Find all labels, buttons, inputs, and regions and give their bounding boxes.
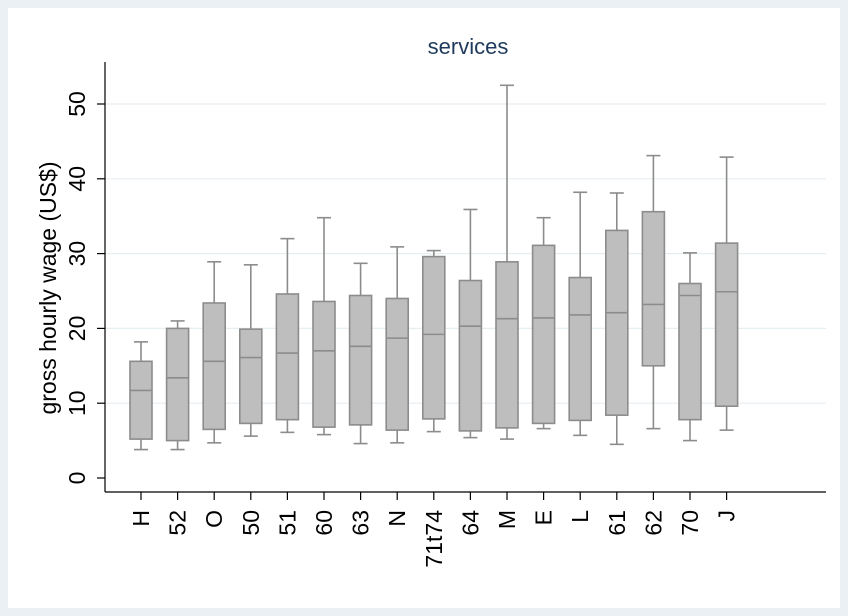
box-61 [604,192,629,446]
box-body-H [129,360,153,440]
box-body-M [495,261,519,429]
box-63 [348,262,373,445]
box-N [385,246,410,444]
x-tick-label-62: 62 [640,510,666,536]
box-H [129,341,153,451]
x-tick-label-J: J [714,510,740,522]
box-64 [458,208,483,439]
x-tick-label-64: 64 [457,510,483,536]
box-51 [275,237,300,434]
box-50 [239,264,263,437]
box-60 [312,216,336,436]
x-tick-label-71t74: 71t74 [421,510,447,568]
box-body-E [531,244,556,425]
box-body-63 [348,294,373,426]
box-body-52 [165,327,190,442]
box-70 [678,252,702,442]
box-body-70 [678,282,702,421]
x-tick-label-70: 70 [677,510,703,536]
x-tick-label-E: E [531,510,557,525]
box-M [495,84,519,440]
y-axis-label: gross hourly wage (US$) [35,161,61,414]
box-E [531,216,556,430]
box-body-50 [239,328,263,425]
box-52 [165,320,190,451]
x-tick-label-H: H [128,510,154,527]
box-body-51 [275,293,300,421]
axes: 0 10 20 30 40 50 [64,62,826,493]
x-tick-label-61: 61 [604,510,630,536]
x-tick-labels: H 52 O 50 51 60 63 N 71t74 64 M E L 61 62 70 J [128,492,740,568]
box-body-61 [604,229,629,416]
box-L [568,191,593,437]
x-tick-label-63: 63 [348,510,374,536]
box-body-60 [312,300,336,428]
x-tick-label-51: 51 [274,510,300,536]
box-body-64 [458,279,483,432]
x-tick-label-L: L [567,510,593,523]
x-tick-label-60: 60 [311,510,337,536]
box-body-O [202,302,226,431]
box-body-N [385,297,410,431]
chart-title: services [428,34,509,59]
box-body-71t74 [421,255,446,420]
x-tick-label-M: M [494,510,520,529]
x-tick-label-O: O [201,510,227,528]
box-62 [641,154,666,430]
box-O [202,261,226,444]
y-tick-label-20: 20 [64,316,90,342]
x-tick-label-N: N [384,510,410,527]
x-tick-label-50: 50 [238,510,264,536]
y-tick-label-10: 10 [64,390,90,416]
box-body-L [568,276,593,422]
y-tick-label-0: 0 [64,472,90,485]
y-tick-label-40: 40 [64,166,90,192]
box-71t74 [421,249,446,433]
box-body-J [714,242,739,407]
y-tick-label-30: 30 [64,241,90,267]
x-tick-label-52: 52 [165,510,191,536]
box-J [714,156,739,431]
box-body-62 [641,210,666,367]
y-tick-label-50: 50 [64,91,90,117]
boxes [129,84,739,451]
